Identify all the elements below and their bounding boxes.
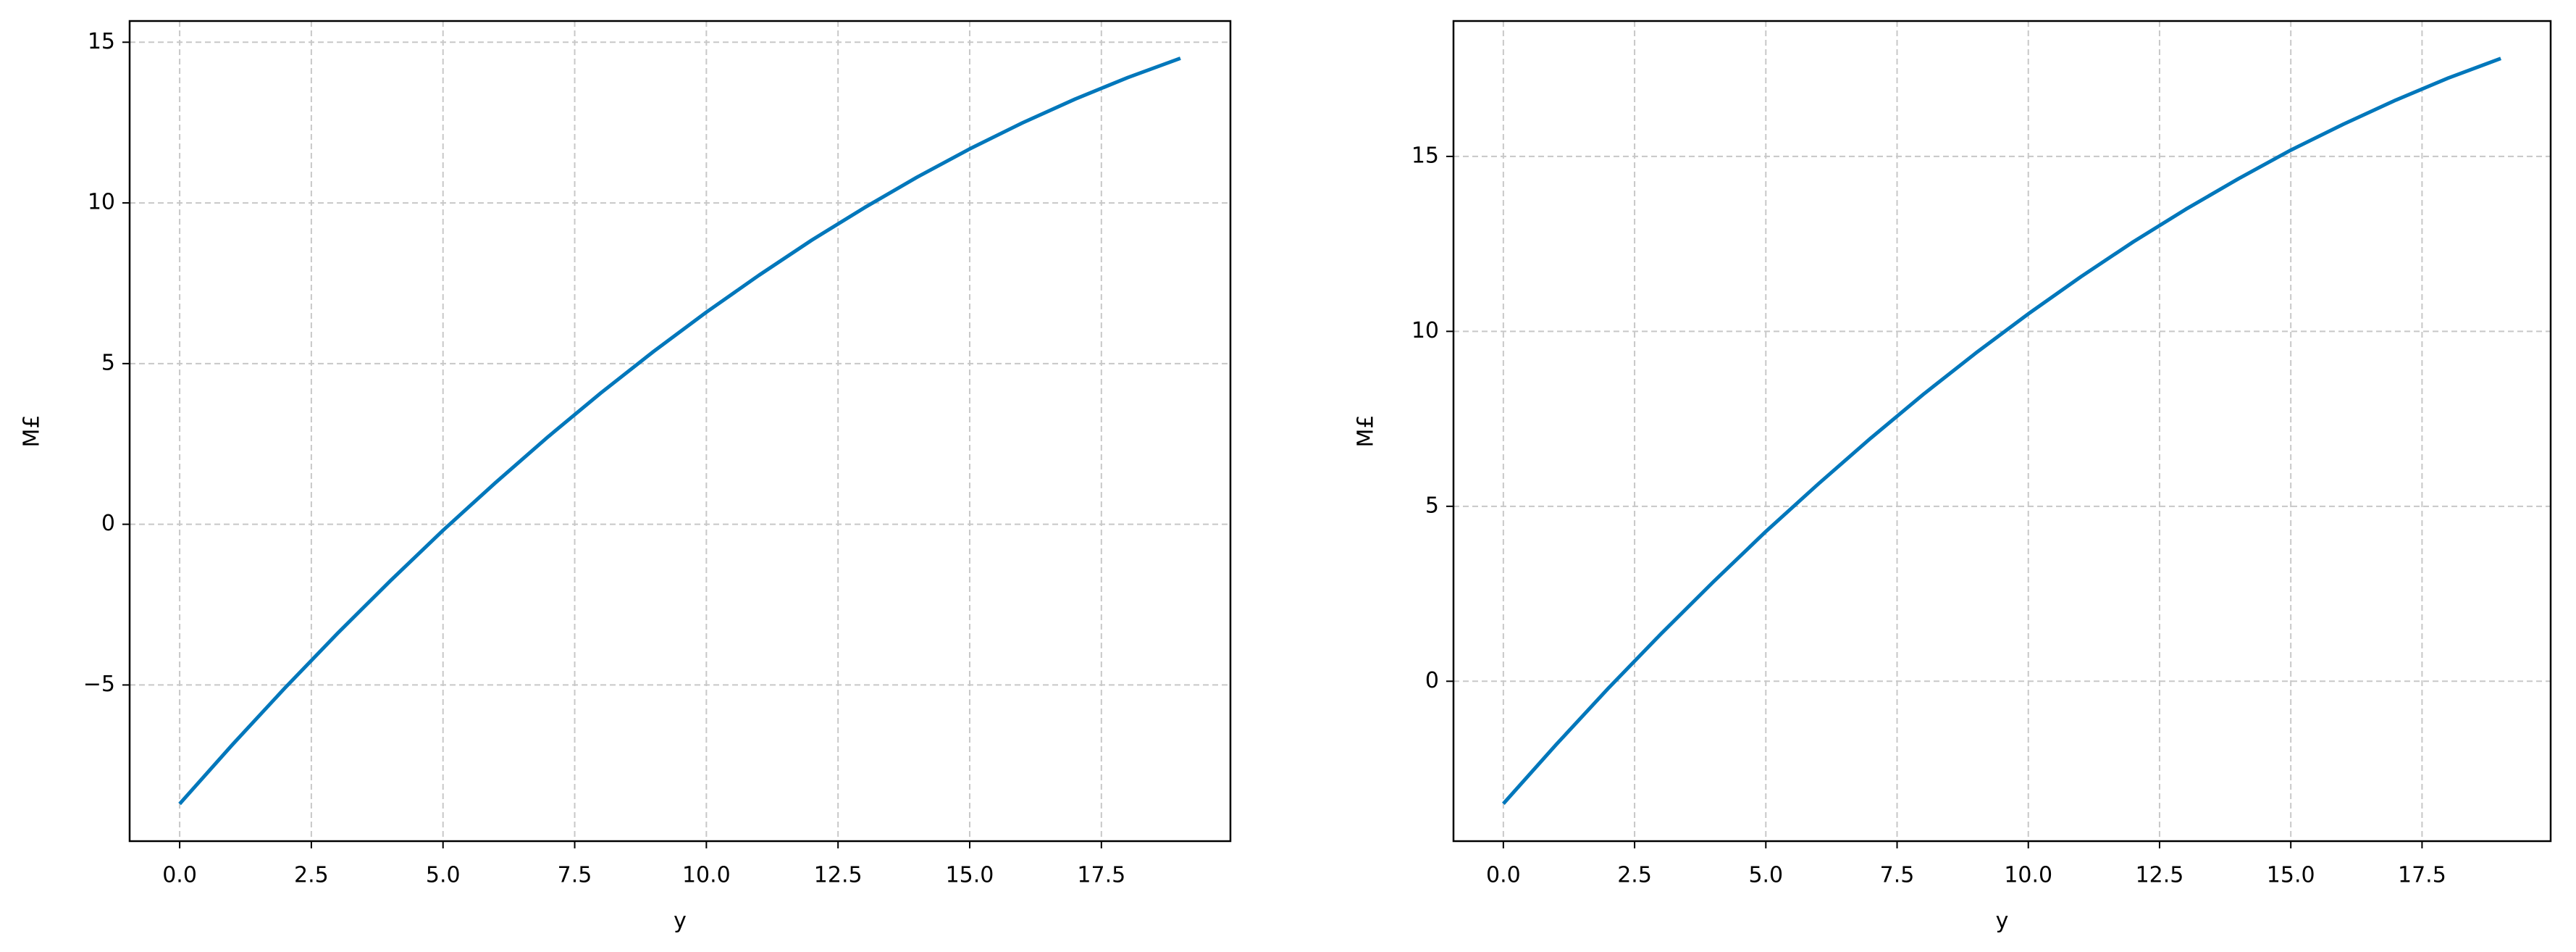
x-tick-label: 5.0	[1748, 863, 1783, 888]
x-tick-label: 10.0	[2004, 863, 2052, 888]
x-tick-label: 7.5	[1880, 863, 1915, 888]
y-tick-label: 10	[1411, 318, 1439, 343]
x-tick-label: 17.5	[2398, 863, 2446, 888]
data-line	[178, 57, 1181, 806]
y-axis-label: M£	[20, 415, 45, 448]
x-tick-label: 0.0	[1486, 863, 1521, 888]
x-tick-label: 5.0	[426, 863, 461, 888]
y-tick-label: 0	[101, 511, 115, 536]
y-tick-label: 5	[1425, 493, 1439, 518]
plot-frame	[1452, 20, 2552, 843]
x-tick-label: 0.0	[162, 863, 197, 888]
y-tick-label: 0	[1425, 668, 1439, 693]
x-axis-label: y	[1996, 909, 2009, 934]
x-tick-label: 12.5	[814, 863, 863, 888]
y-tick-label: 15	[1411, 143, 1439, 168]
x-tick-label: 17.5	[1077, 863, 1125, 888]
y-tick-label: 5	[101, 350, 115, 375]
y-tick-label: 10	[88, 190, 115, 215]
x-tick-label: 2.5	[1617, 863, 1652, 888]
chart-panel: 0.0 2.5 5.0 7.5 10.0 12.5 15.0 17.5 −5 0 5 10 15 y M£	[20, 20, 1232, 934]
x-tick-label: 15.0	[2267, 863, 2315, 888]
x-tick-label: 12.5	[2136, 863, 2184, 888]
data-line	[1501, 57, 2502, 805]
x-tick-label: 2.5	[294, 863, 329, 888]
x-tick-label: 15.0	[946, 863, 994, 888]
y-tick-label: −5	[83, 672, 115, 697]
y-tick-label: 15	[88, 29, 115, 54]
chart-panel: 0.0 2.5 5.0 7.5 10.0 12.5 15.0 17.5 0 5 10 15 y M£	[1354, 20, 2552, 934]
x-axis-label: y	[674, 909, 687, 934]
x-tick-label: 7.5	[558, 863, 592, 888]
plot-frame	[128, 20, 1232, 843]
y-axis-label: M£	[1354, 415, 1379, 448]
x-tick-label: 10.0	[682, 863, 731, 888]
